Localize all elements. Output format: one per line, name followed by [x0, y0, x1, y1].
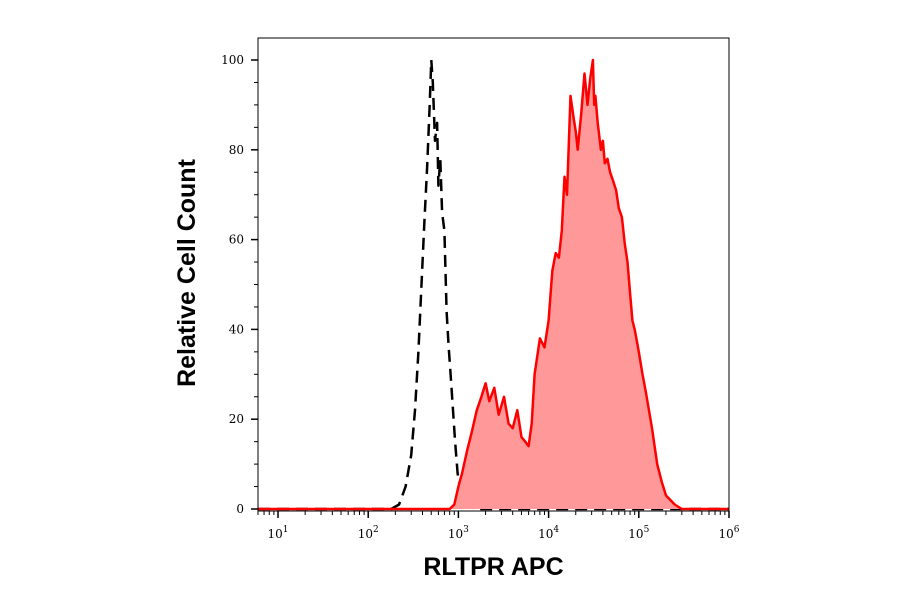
- x-axis-title: RLTPR APC: [423, 553, 563, 581]
- plot-area: [258, 58, 729, 511]
- x-tick-label: 105: [628, 525, 649, 541]
- y-tick-label: 0: [236, 502, 244, 516]
- y-axis-title: Relative Cell Count: [173, 158, 201, 386]
- plot-frame: [257, 37, 730, 512]
- y-axis: 0 20 40 60 80 100: [221, 53, 258, 516]
- y-tick-label: 100: [221, 53, 244, 67]
- x-axis: 101 102 103 104 105 106: [257, 511, 740, 541]
- x-tick-label: 104: [538, 525, 559, 541]
- y-tick-label: 20: [229, 412, 244, 426]
- control-series-line: [258, 58, 729, 511]
- x-tick-label: 102: [358, 525, 379, 541]
- y-tick-label: 60: [229, 233, 244, 247]
- x-tick-label: 106: [718, 525, 739, 541]
- stained-series-line: [258, 58, 729, 511]
- y-tick-label: 80: [229, 143, 244, 157]
- y-tick-label: 40: [229, 322, 244, 336]
- x-tick-label: 101: [268, 525, 289, 541]
- x-tick-label: 103: [448, 525, 469, 541]
- stained-series-area: [258, 60, 729, 509]
